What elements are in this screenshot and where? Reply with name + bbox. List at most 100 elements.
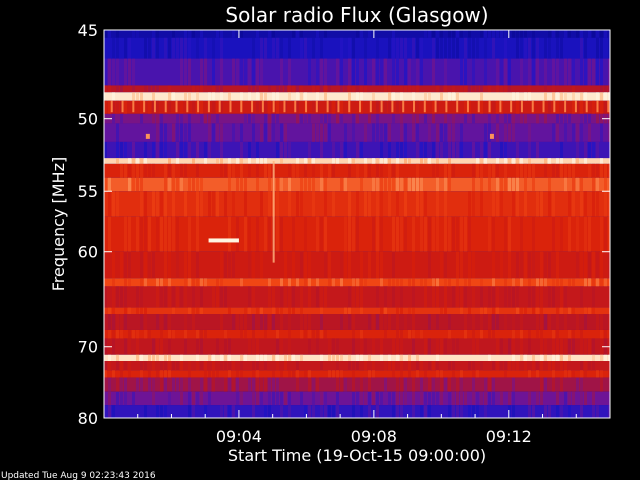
band-texture — [308, 278, 311, 287]
band-texture — [608, 58, 610, 86]
band-texture — [192, 307, 195, 315]
band-texture — [188, 37, 191, 59]
band-texture — [608, 354, 610, 362]
band-texture — [148, 251, 151, 279]
band-texture — [232, 58, 235, 86]
band-texture — [356, 58, 359, 86]
band-texture — [148, 37, 151, 59]
band-texture — [528, 92, 531, 101]
band-texture — [164, 405, 167, 418]
band-texture — [444, 251, 447, 279]
band-texture — [236, 177, 239, 192]
band-texture — [348, 163, 351, 178]
band-texture — [420, 58, 423, 86]
band-texture — [328, 251, 331, 279]
band-texture — [348, 37, 351, 59]
band-texture — [424, 286, 427, 308]
band-texture — [580, 286, 583, 308]
band-texture — [564, 177, 567, 192]
band-texture — [436, 177, 439, 192]
band-texture — [392, 177, 395, 192]
spectral-band — [104, 191, 610, 217]
band-texture — [108, 30, 111, 38]
band-texture — [432, 286, 435, 308]
band-texture — [116, 191, 119, 217]
band-texture — [396, 307, 399, 315]
chart-title: Solar radio Flux (Glasgow) — [225, 3, 488, 27]
band-texture — [412, 338, 415, 355]
band-texture — [604, 329, 607, 339]
band-texture — [524, 251, 527, 279]
band-texture — [508, 58, 511, 86]
band-texture — [344, 177, 347, 192]
band-texture — [528, 286, 531, 308]
band-texture — [364, 278, 367, 287]
band-texture — [292, 85, 295, 93]
band-texture — [220, 354, 223, 362]
band-texture — [512, 177, 515, 192]
band-texture — [544, 377, 547, 392]
band-texture — [260, 158, 263, 164]
band-texture — [152, 361, 155, 371]
band-texture — [584, 391, 587, 406]
band-texture — [572, 123, 575, 142]
band-texture — [500, 191, 503, 217]
band-texture — [152, 338, 155, 355]
band-texture — [128, 370, 131, 378]
band-texture — [392, 30, 395, 38]
band-texture — [256, 141, 259, 159]
band-texture — [472, 113, 475, 124]
band-texture — [576, 30, 579, 38]
band-texture — [304, 370, 307, 378]
band-texture — [464, 85, 467, 93]
band-texture — [364, 158, 367, 164]
band-texture — [508, 361, 511, 371]
band-texture — [200, 286, 203, 308]
band-texture — [284, 361, 287, 371]
band-texture — [560, 361, 563, 371]
band-texture — [600, 113, 603, 124]
band-texture — [488, 141, 491, 159]
band-texture — [584, 37, 587, 59]
band-texture — [460, 391, 463, 406]
band-texture — [372, 58, 375, 86]
band-texture — [152, 30, 155, 38]
band-texture — [456, 30, 459, 38]
band-texture — [460, 370, 463, 378]
band-texture — [164, 141, 167, 159]
band-texture — [472, 141, 475, 159]
band-texture — [344, 216, 347, 252]
band-texture — [328, 123, 331, 142]
spectral-band — [104, 123, 610, 142]
band-texture — [308, 405, 311, 418]
band-texture — [436, 30, 439, 38]
band-texture — [528, 123, 531, 142]
interference-tick — [348, 100, 351, 113]
interference-tick — [553, 100, 556, 113]
band-texture — [532, 286, 535, 308]
band-texture — [112, 370, 115, 378]
band-texture — [496, 113, 499, 124]
band-texture — [344, 123, 347, 142]
band-texture — [264, 113, 267, 124]
band-texture — [440, 30, 443, 38]
band-texture — [448, 329, 451, 339]
band-texture — [240, 391, 243, 406]
band-texture — [484, 123, 487, 142]
band-texture — [304, 216, 307, 252]
band-texture — [412, 251, 415, 279]
band-texture — [384, 123, 387, 142]
band-texture — [500, 30, 503, 38]
band-texture — [292, 370, 295, 378]
band-texture — [520, 354, 523, 362]
band-texture — [588, 307, 591, 315]
band-texture — [312, 85, 315, 93]
band-texture — [560, 158, 563, 164]
band-texture — [488, 113, 491, 124]
band-texture — [160, 377, 163, 392]
band-texture — [304, 329, 307, 339]
band-texture — [552, 85, 555, 93]
band-texture — [360, 85, 363, 93]
band-texture — [188, 361, 191, 371]
band-texture — [388, 141, 391, 159]
